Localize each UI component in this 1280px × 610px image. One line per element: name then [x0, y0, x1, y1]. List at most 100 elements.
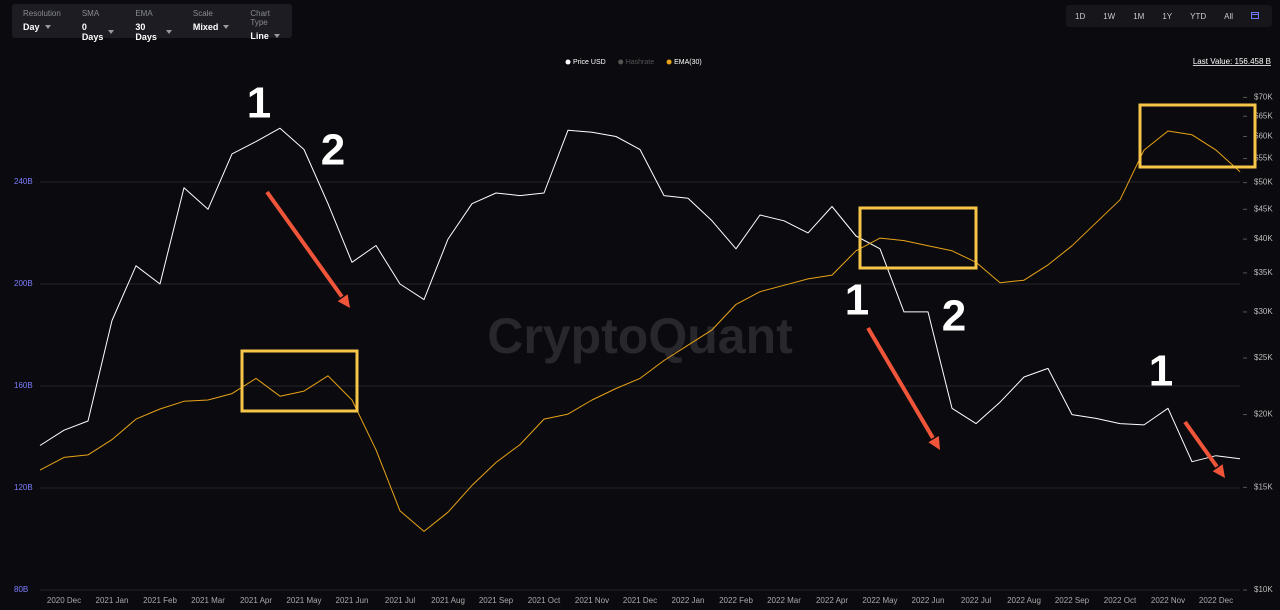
calendar-icon [1251, 12, 1260, 19]
arrow-head [928, 436, 940, 450]
dropdown-value: Mixed [193, 22, 230, 32]
y2-tick-label: $25K [1254, 353, 1273, 362]
range-button[interactable]: 1M [1133, 11, 1145, 21]
x-tick-label: 2021 Jul [385, 596, 415, 605]
x-tick-label: 2022 Jul [961, 596, 991, 605]
arrow-head [1212, 464, 1225, 478]
calendar-button[interactable] [1242, 11, 1268, 21]
x-tick-label: 2021 Aug [431, 596, 465, 605]
y2-tick-label: $55K [1254, 154, 1273, 163]
y2-tick-label: $40K [1254, 234, 1273, 243]
x-tick-label: 2021 Jan [96, 596, 129, 605]
x-tick-label: 2022 Jun [912, 596, 945, 605]
legend-swatch [666, 59, 672, 65]
value-text: 30 Days [135, 22, 157, 42]
highlight-box [858, 206, 978, 270]
range-button[interactable]: All [1224, 11, 1234, 21]
arrow-head [337, 294, 350, 308]
dropdown-label: Scale [192, 9, 213, 18]
caret [108, 30, 115, 34]
annotation: 1 [1149, 347, 1173, 396]
range-buttons: 1D 1W 1M 1Y YTD All [1066, 5, 1272, 27]
y-tick-label: 200B [14, 279, 33, 288]
dropdown[interactable]: SMA 0 Days [71, 4, 125, 42]
caret [273, 34, 280, 38]
annotation: 1 [845, 276, 869, 325]
arrow-shaft [265, 190, 344, 298]
dropdown-value: 0 Days [82, 22, 115, 42]
x-tick-label: 2021 Feb [143, 596, 177, 605]
caret [44, 25, 51, 29]
dropdown[interactable]: EMA 30 Days [124, 4, 182, 42]
arrow-shaft [1183, 420, 1219, 468]
dropdown-value: 30 Days [135, 22, 172, 42]
arrow-shaft [866, 326, 935, 439]
range-button[interactable]: 1D [1075, 11, 1086, 21]
legend-label: Hashrate [626, 59, 655, 66]
annotation: 1 [247, 79, 271, 128]
y2-tick-label: $20K [1254, 410, 1273, 419]
x-tick-label: 2022 Jan [672, 596, 705, 605]
annotation: 2 [321, 126, 345, 175]
range-button[interactable]: 1W [1103, 11, 1116, 21]
x-tick-label: 2021 Oct [528, 596, 561, 605]
y2-tick-label: $50K [1254, 178, 1273, 187]
x-tick-label: 2022 Mar [767, 596, 801, 605]
highlight-box [240, 349, 359, 413]
series-line [39, 130, 1241, 532]
dropdown-label: Chart Type [250, 9, 270, 27]
dropdown[interactable]: Chart Type Line [239, 4, 292, 41]
caret [223, 25, 230, 29]
x-tick-label: 2022 Dec [1199, 596, 1233, 605]
legend-swatch [618, 59, 624, 65]
value-text: 0 Days [81, 22, 104, 42]
range-button[interactable]: 1Y [1162, 11, 1173, 21]
value-text: Line [250, 31, 269, 41]
dropdown[interactable]: Resolution Day [12, 4, 71, 38]
x-tick-label: 2022 Aug [1007, 596, 1041, 605]
range-button[interactable]: YTD [1190, 11, 1207, 21]
legend-label: EMA(30) [674, 59, 702, 66]
legend-swatch [565, 59, 571, 65]
y2-tick-label: $30K [1254, 307, 1273, 316]
dropdown[interactable]: Scale Mixed [182, 4, 240, 38]
x-tick-label: 2022 Oct [1104, 596, 1137, 605]
value-text: Mixed [192, 22, 219, 32]
y2-tick-label: $15K [1254, 482, 1273, 491]
x-tick-label: 2021 Jun [336, 596, 369, 605]
x-tick-label: 2021 Nov [575, 596, 609, 605]
series-line [39, 127, 1241, 463]
x-tick-label: 2021 Dec [623, 596, 657, 605]
x-tick-label: 2021 Apr [240, 596, 272, 605]
x-tick-label: 2022 Sep [1055, 596, 1090, 605]
x-tick-label: 2020 Dec [47, 596, 81, 605]
y2-tick-label: $70K [1254, 93, 1273, 102]
x-tick-label: 2022 Nov [1151, 596, 1185, 605]
y-tick-label: 160B [14, 381, 33, 390]
value-text: Day [23, 22, 40, 32]
dropdown-value: Day [23, 22, 61, 32]
x-tick-label: 2022 Feb [719, 596, 753, 605]
y-tick-label: 240B [14, 177, 33, 186]
y2-tick-label: $10K [1254, 585, 1273, 594]
toolbar: Resolution Day SMA 0 Days EMA 30 Days Scale Mix… [12, 4, 292, 42]
x-tick-label: 2021 Mar [191, 596, 225, 605]
x-tick-label: 2022 Apr [816, 596, 848, 605]
y-tick-label: 80B [14, 585, 28, 594]
dropdown-label: SMA [81, 9, 100, 18]
y2-tick-label: $35K [1254, 268, 1273, 277]
y2-tick-label: $65K [1254, 111, 1273, 120]
watermark: CryptoQuant [487, 308, 793, 364]
dropdown-value: Line [250, 31, 282, 41]
dropdown-label: EMA [135, 9, 153, 18]
highlight-box [1138, 103, 1257, 169]
x-tick-label: 2022 May [862, 596, 897, 605]
caret [165, 30, 172, 34]
y-tick-label: 120B [14, 483, 33, 492]
y2-tick-label: $45K [1254, 204, 1273, 213]
y2-tick-label: $60K [1254, 132, 1273, 141]
annotation: 2 [942, 292, 966, 341]
dropdown-label: Resolution [23, 9, 61, 18]
